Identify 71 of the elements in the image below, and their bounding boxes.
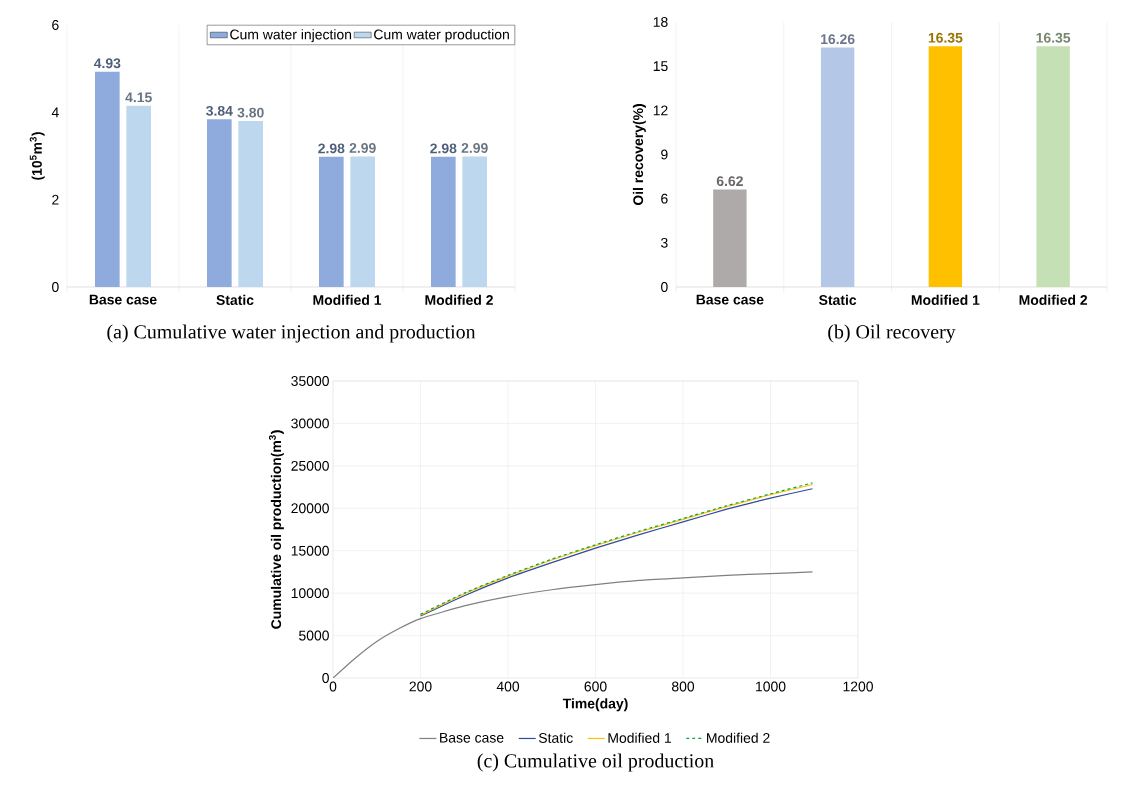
x-tick-label: Static	[216, 294, 254, 306]
y-tick-label: 35000	[291, 376, 329, 386]
x-tick-label: Modified 2	[1019, 294, 1088, 306]
y-tick-label: 4	[51, 107, 59, 118]
legend-label: Cum water production	[374, 29, 509, 43]
bar	[820, 47, 855, 287]
x-tick-label: 1200	[843, 681, 873, 692]
x-tick-label: Modified 2	[425, 294, 493, 306]
bar	[928, 46, 963, 287]
bar	[462, 156, 487, 287]
data-label: 16.35	[1036, 32, 1071, 43]
y-tick-label: 12	[653, 105, 668, 116]
x-tick-label: 1000	[756, 681, 786, 692]
line-series	[333, 571, 814, 678]
data-label: 2.99	[461, 143, 488, 153]
y-tick-label: 6	[661, 193, 668, 204]
x-tick-label: Modified 1	[911, 294, 980, 306]
bar	[431, 156, 456, 287]
x-tick-label: 0	[329, 681, 337, 692]
data-label: 16.35	[928, 32, 963, 43]
x-tick-label: 400	[496, 681, 520, 692]
y-tick-label: 10000	[291, 588, 329, 599]
y-tick-label: 0	[322, 673, 329, 683]
text: (a) Cumulative water injection and production	[107, 324, 476, 343]
y-tick-label: 25000	[291, 460, 329, 471]
bar	[126, 105, 151, 287]
x-tick-label: 600	[584, 681, 607, 692]
y-tick-label: 20000	[291, 503, 329, 514]
data-label: 2.98	[430, 143, 457, 154]
legend-label: Cum water injection	[230, 29, 352, 43]
data-label: 16.26	[821, 34, 855, 45]
legend-label: Modified 1	[608, 732, 672, 743]
y-tick-label: 15	[653, 61, 668, 72]
y-tick-label: 3	[661, 237, 668, 248]
y-tick-label: 18	[653, 17, 668, 27]
bar	[319, 156, 344, 287]
y-tick-label: 6	[52, 20, 59, 30]
data-label: 6.62	[716, 176, 743, 187]
x-tick-label: 800	[671, 681, 695, 692]
data-label: 4.15	[125, 92, 152, 103]
bar	[95, 71, 120, 287]
y-axis-title: Oil recovery(%)	[632, 104, 646, 206]
y-tick-label: 0	[52, 282, 59, 292]
data-label: 2.98	[318, 143, 345, 154]
legend-label: Static	[538, 732, 573, 743]
x-tick-label: Static	[819, 294, 857, 306]
bar	[238, 121, 263, 287]
y-tick-label: 2	[52, 194, 59, 205]
bar	[1036, 46, 1070, 287]
bar	[350, 156, 375, 287]
y-tick-label: 30000	[291, 418, 329, 429]
x-tick-label: Base case	[696, 294, 764, 305]
legend-label: Base case	[440, 732, 504, 743]
bar	[207, 119, 232, 287]
data-label: 4.93	[93, 58, 121, 69]
x-tick-label: 200	[409, 681, 432, 692]
x-tick-label: Modified 1	[313, 294, 382, 306]
y-tick-label: 9	[661, 149, 668, 160]
y-axis-title: (10$^{5}$m$^{3}$)	[29, 132, 45, 180]
y-axis-title: Cumulative oil production(m$^{3}$)	[268, 430, 284, 629]
data-label: 3.84	[206, 105, 233, 116]
legend-label: Modified 2	[707, 732, 770, 743]
y-tick-label: 5000	[299, 630, 329, 641]
text: (b) Oil recovery	[828, 324, 956, 343]
text: (c) Cumulative oil production	[477, 753, 714, 772]
data-label: 2.99	[349, 143, 376, 153]
x-tick-label: Base case	[89, 294, 157, 305]
y-tick-label: 0	[661, 282, 668, 292]
y-tick-label: 15000	[291, 545, 329, 556]
x-axis-title: Time(day)	[562, 698, 628, 712]
data-label: 3.80	[237, 107, 264, 118]
